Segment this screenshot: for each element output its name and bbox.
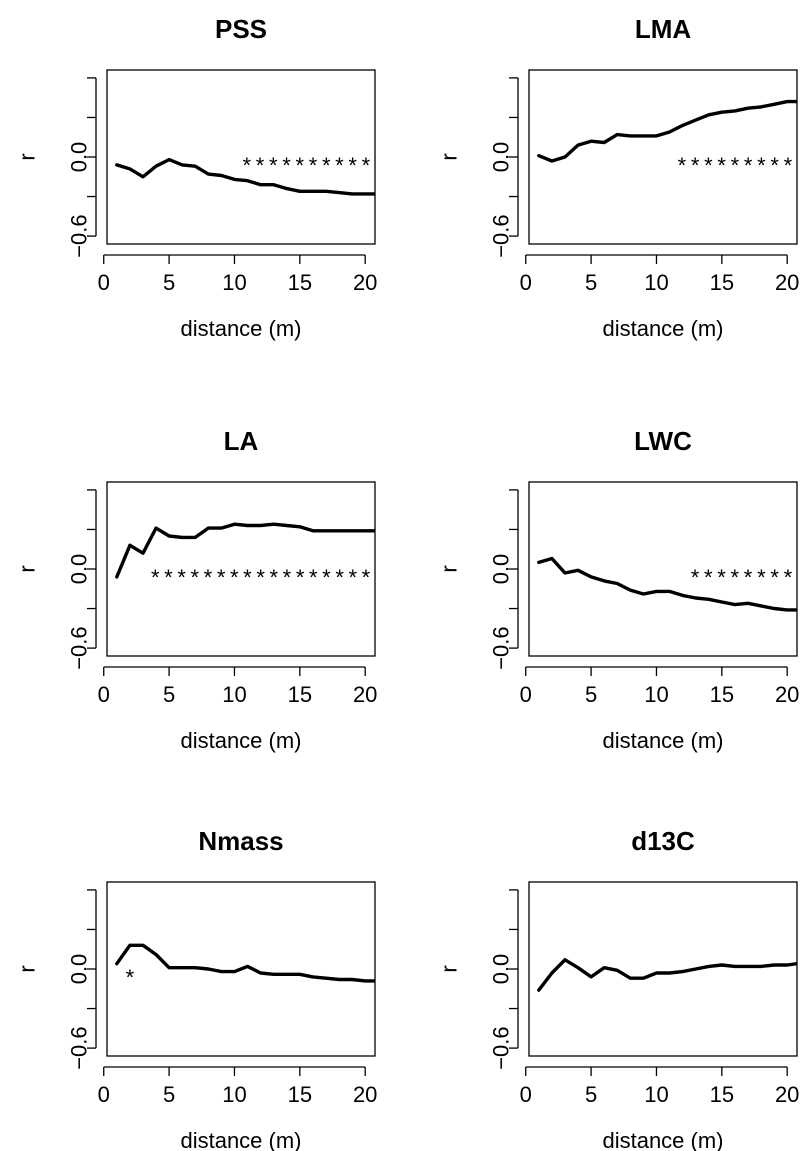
panel-title: LA: [224, 426, 259, 456]
x-tick-label: 5: [163, 1082, 175, 1107]
x-tick-label: 15: [288, 682, 312, 707]
y-tick-label: −0.6: [489, 1026, 514, 1069]
y-tick-label: −0.6: [489, 626, 514, 669]
panel-lwc: LWC −0.6 0.0 r 0 5 10 15 20 distance (m) ********: [437, 426, 800, 753]
x-tick-label: 10: [222, 1082, 246, 1107]
series-line: [115, 157, 375, 196]
x-tick-label: 20: [775, 1082, 799, 1107]
x-tick-label: 5: [585, 1082, 597, 1107]
significance-stars: ********: [691, 565, 793, 590]
x-tick-label: 10: [644, 270, 668, 295]
x-tick-label: 0: [520, 270, 532, 295]
x-tick-label: 10: [644, 682, 668, 707]
y-tick-label: 0.0: [67, 554, 92, 585]
y-axis-label: r: [15, 565, 40, 572]
x-tick-label: 20: [775, 270, 799, 295]
series-line: [115, 943, 375, 983]
significance-stars: *: [126, 965, 135, 990]
plot-frame: [528, 69, 798, 245]
x-tick-label: 5: [163, 682, 175, 707]
series-line: [537, 556, 797, 612]
x-tick-label: 15: [710, 1082, 734, 1107]
x-tick-label: 15: [710, 682, 734, 707]
x-tick-label: 0: [98, 270, 110, 295]
panel-pss: PSS −0.6 0.0 r 0 5 10 15 20 distance (m) *********…: [15, 14, 378, 341]
series-line: [115, 522, 375, 579]
x-tick-label: 20: [353, 1082, 377, 1107]
significance-stars: *********: [678, 153, 793, 178]
x-tick-label: 0: [98, 682, 110, 707]
x-tick-label: 0: [520, 1082, 532, 1107]
y-tick-label: −0.6: [67, 214, 92, 257]
x-tick-label: 5: [585, 682, 597, 707]
y-axis-label: r: [437, 565, 462, 572]
plot-frame: [528, 481, 798, 657]
series-line: [537, 99, 797, 163]
x-axis-label: distance (m): [602, 316, 723, 341]
panel-title: LMA: [635, 14, 692, 44]
panel-title: PSS: [215, 14, 267, 44]
x-tick-label: 0: [98, 1082, 110, 1107]
y-tick-label: 0.0: [489, 142, 514, 173]
y-tick-label: −0.6: [67, 1026, 92, 1069]
panel-title: d13C: [631, 826, 695, 856]
significance-stars: **********: [243, 153, 371, 178]
y-tick-label: 0.0: [67, 954, 92, 985]
x-tick-label: 15: [288, 270, 312, 295]
x-tick-label: 10: [222, 270, 246, 295]
panel-title: LWC: [634, 426, 692, 456]
panel-title: Nmass: [198, 826, 283, 856]
y-tick-label: −0.6: [489, 214, 514, 257]
x-axis-label: distance (m): [602, 1128, 723, 1151]
y-axis-label: r: [437, 965, 462, 972]
x-tick-label: 15: [288, 1082, 312, 1107]
y-axis-label: r: [15, 965, 40, 972]
x-tick-label: 10: [222, 682, 246, 707]
panel-la: LA −0.6 0.0 r 0 5 10 15 20 distance (m) **********…: [15, 426, 378, 753]
plot-frame: [106, 881, 376, 1057]
x-tick-label: 0: [520, 682, 532, 707]
panel-d13c: d13C −0.6 0.0 r 0 5 10 15 20 distance (m): [437, 826, 800, 1151]
x-tick-label: 15: [710, 270, 734, 295]
x-axis-label: distance (m): [602, 728, 723, 753]
x-tick-label: 20: [353, 682, 377, 707]
y-tick-label: −0.6: [67, 626, 92, 669]
y-tick-label: 0.0: [489, 954, 514, 985]
panel-lma: LMA −0.6 0.0 r 0 5 10 15 20 distance (m) *********: [437, 14, 800, 341]
y-tick-label: 0.0: [489, 554, 514, 585]
significance-stars: *****************: [151, 565, 371, 590]
x-axis-label: distance (m): [180, 1128, 301, 1151]
plot-frame: [106, 69, 376, 245]
plot-frame: [106, 481, 376, 657]
x-tick-label: 20: [353, 270, 377, 295]
series-line: [537, 958, 797, 992]
x-tick-label: 10: [644, 1082, 668, 1107]
y-axis-label: r: [437, 153, 462, 160]
x-tick-label: 5: [585, 270, 597, 295]
x-axis-label: distance (m): [180, 316, 301, 341]
x-tick-label: 5: [163, 270, 175, 295]
panel-nmass: Nmass −0.6 0.0 r 0 5 10 15 20 distance (m) *: [15, 826, 378, 1151]
x-axis-label: distance (m): [180, 728, 301, 753]
y-axis-label: r: [15, 153, 40, 160]
x-tick-label: 20: [775, 682, 799, 707]
plot-frame: [528, 881, 798, 1057]
y-tick-label: 0.0: [67, 142, 92, 173]
